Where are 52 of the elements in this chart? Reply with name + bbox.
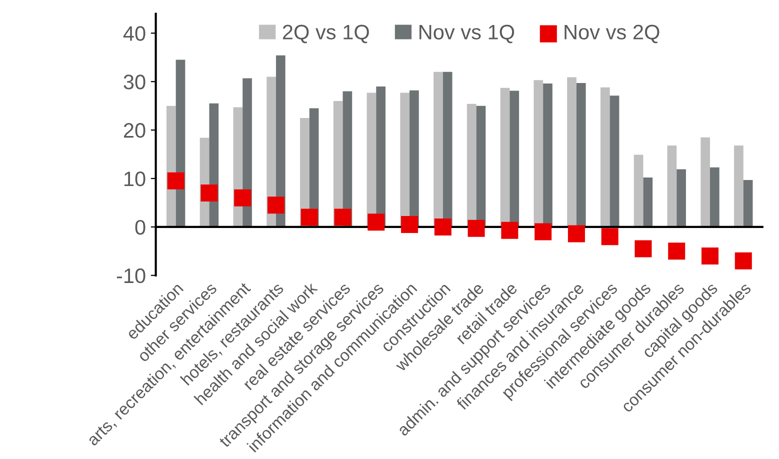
bar (476, 106, 486, 227)
point (434, 218, 452, 236)
point (234, 189, 252, 206)
bar (743, 180, 753, 227)
legend-label: 2Q vs 1Q (282, 24, 369, 44)
bar (376, 86, 386, 227)
point (468, 220, 485, 237)
bar (610, 96, 620, 227)
bar (500, 88, 510, 227)
bar (676, 169, 686, 227)
bar (276, 55, 286, 227)
bar (534, 80, 544, 227)
bar (710, 167, 720, 227)
bar (567, 77, 576, 227)
bar (643, 178, 653, 227)
bar (434, 72, 443, 227)
y-tick-label: -10 (116, 268, 146, 284)
point (601, 228, 618, 246)
bar (700, 137, 710, 227)
point (334, 208, 352, 226)
point (300, 208, 318, 226)
point (401, 216, 418, 234)
point (534, 223, 552, 240)
point (200, 184, 218, 202)
point (634, 240, 652, 258)
y-tick-label: 40 (123, 26, 146, 41)
bar (634, 154, 644, 227)
bar (266, 76, 276, 227)
bar (442, 72, 452, 227)
y-tick-label: 30 (124, 74, 146, 90)
point (368, 214, 385, 231)
y-tick-label: 0 (135, 220, 146, 235)
bar (510, 90, 520, 227)
point (167, 172, 184, 190)
y-tick-label: 10 (124, 172, 146, 186)
bar (576, 83, 586, 227)
legend-label: Nov vs 1Q (420, 24, 514, 44)
bar (466, 104, 476, 227)
point (702, 248, 719, 265)
point (267, 196, 284, 214)
bar (400, 92, 410, 227)
bar (543, 84, 552, 227)
point (668, 242, 686, 260)
point (568, 225, 585, 242)
point (501, 222, 518, 239)
bar (667, 146, 677, 227)
legend-label: Nov vs 2Q (564, 24, 660, 44)
bar (410, 90, 419, 227)
bar (734, 146, 744, 227)
bar (600, 87, 610, 227)
point (734, 252, 752, 270)
y-tick-label: 20 (124, 123, 146, 138)
